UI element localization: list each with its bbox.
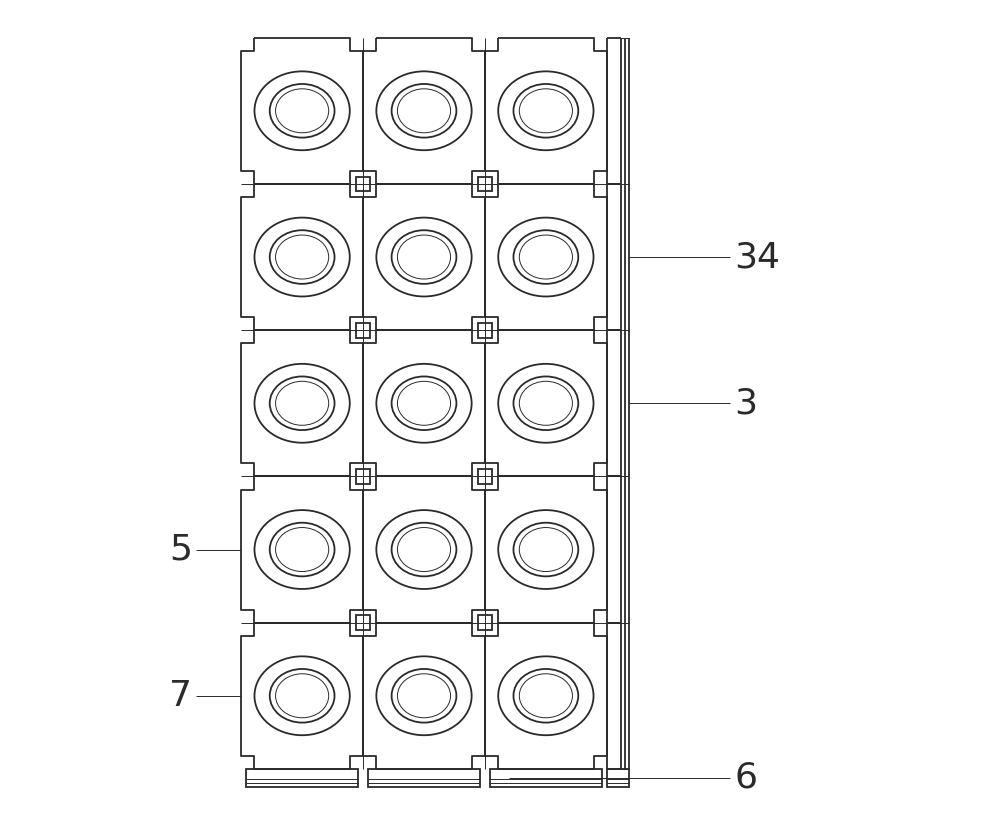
Text: 34: 34 — [734, 240, 780, 274]
Bar — [490, 769, 602, 787]
Bar — [478, 176, 492, 191]
Text: 6: 6 — [734, 761, 757, 795]
Bar — [368, 769, 480, 787]
Bar — [246, 769, 358, 787]
Bar — [356, 469, 370, 484]
Bar — [356, 176, 370, 191]
Bar — [356, 323, 370, 337]
Text: 3: 3 — [734, 386, 757, 421]
Text: 5: 5 — [169, 532, 192, 566]
Bar — [607, 769, 629, 787]
Text: 7: 7 — [169, 679, 192, 713]
Bar — [478, 616, 492, 630]
Bar — [356, 616, 370, 630]
Bar — [478, 469, 492, 484]
Bar — [478, 323, 492, 337]
